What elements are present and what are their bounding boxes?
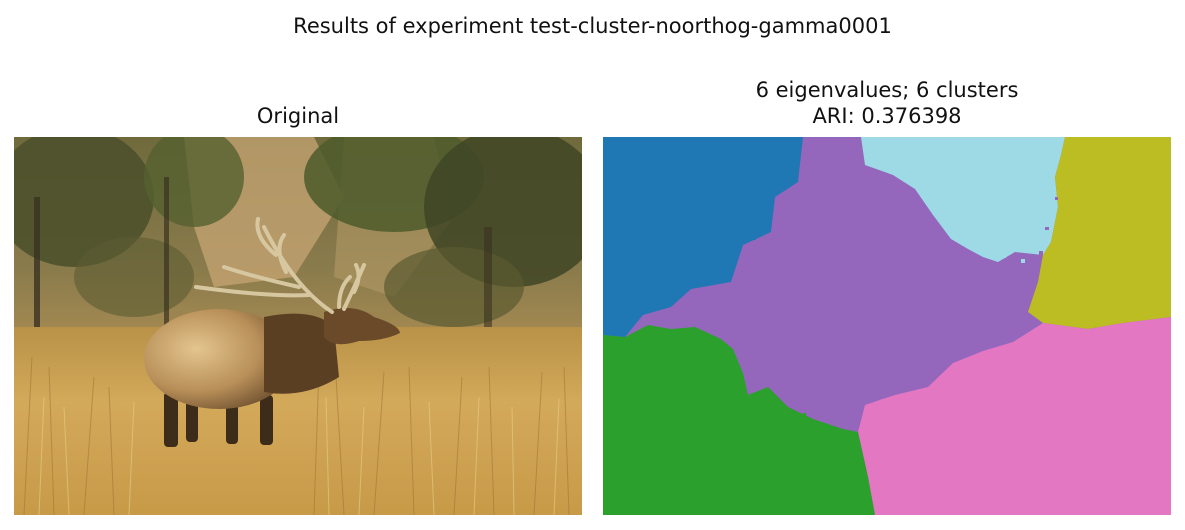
original-image-panel bbox=[14, 137, 582, 515]
cluster-green bbox=[603, 325, 875, 515]
segmentation-title-line1: 6 eigenvalues; 6 clusters bbox=[755, 78, 1019, 102]
cluster-blue bbox=[603, 137, 803, 337]
original-panel-title: Original bbox=[14, 103, 582, 129]
segmentation-map bbox=[603, 137, 1171, 515]
cluster-light-blue bbox=[861, 137, 1065, 262]
figure-suptitle: Results of experiment test-cluster-noort… bbox=[293, 14, 892, 38]
segmentation-title-line2: ARI: 0.376398 bbox=[812, 104, 962, 128]
elk-photo-icon bbox=[14, 137, 582, 515]
segmentation-panel-title: 6 eigenvalues; 6 clusters ARI: 0.376398 bbox=[603, 77, 1171, 129]
cluster-pink bbox=[858, 317, 1171, 515]
segmentation-panel bbox=[603, 137, 1171, 515]
original-title-text: Original bbox=[256, 104, 340, 128]
elk-body bbox=[144, 309, 294, 409]
cluster-olive bbox=[1028, 137, 1171, 329]
